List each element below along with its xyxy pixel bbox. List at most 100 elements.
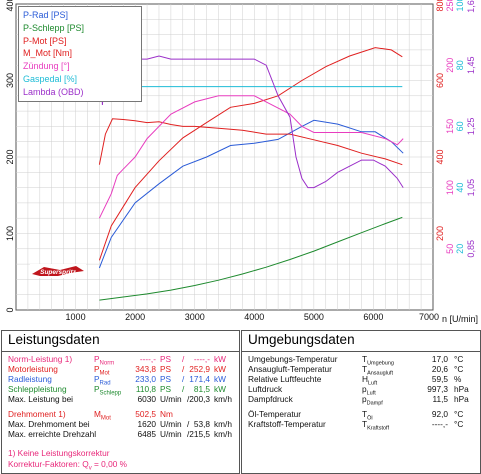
env-row-unit: hPa bbox=[454, 384, 469, 394]
env-row-unit: °C bbox=[454, 354, 464, 364]
perf-row-unit1: U/min bbox=[160, 394, 182, 404]
env-row-value: 20,6 bbox=[431, 364, 448, 374]
footnote-correction: 1) Keine Leistungskorrektur bbox=[8, 448, 110, 458]
perf-row-value1: 502,5 bbox=[135, 409, 156, 419]
footnote-factors: Korrektur-Faktoren: Qv = 0,00 % bbox=[8, 459, 127, 472]
perf-row-value2: 252,9 bbox=[189, 364, 210, 374]
right-axis-tick: 100 bbox=[455, 0, 465, 12]
legend-entry: M_Mot [Nm] bbox=[23, 48, 73, 59]
perf-row-unit2: kW bbox=[214, 354, 226, 364]
perf-row-label: Radleistung bbox=[8, 374, 52, 384]
perf-row-label: Motorleistung bbox=[8, 364, 58, 374]
perf-row-symbol: PRad bbox=[94, 374, 111, 387]
perf-row-unit1: U/min bbox=[160, 419, 182, 429]
perf-row-value1: ----,- bbox=[139, 354, 156, 364]
x-tick-label: 3000 bbox=[185, 312, 205, 322]
perf-row-unit2: kW bbox=[214, 374, 226, 384]
env-row-value: 92,0 bbox=[431, 409, 448, 419]
perf-row-value1: 6485 bbox=[137, 429, 156, 439]
legend-entry: P-Mot [PS] bbox=[23, 35, 67, 46]
env-row-symbol: HLuft bbox=[362, 374, 378, 387]
series-line-1 bbox=[99, 216, 403, 301]
env-row-symbol: TUmgebung bbox=[362, 354, 394, 367]
left-axis-tick: 400 bbox=[5, 0, 15, 12]
perf-row-value2: 171,4 bbox=[189, 374, 210, 384]
env-row-symbol: TKraftstoff bbox=[362, 419, 389, 432]
perf-row-sep: / bbox=[187, 429, 190, 439]
env-row-unit: % bbox=[454, 374, 462, 384]
perf-row-value2: 53,8 bbox=[193, 419, 210, 429]
right-axis-tick: 60 bbox=[455, 121, 465, 131]
right-axis-tick: 600 bbox=[435, 73, 445, 88]
left-axis-tick: 100 bbox=[5, 226, 15, 241]
right-axis-tick: 20 bbox=[455, 244, 465, 254]
perf-row-unit1: PS bbox=[160, 384, 172, 394]
perf-row-label: Drehmoment 1) bbox=[8, 409, 66, 419]
env-row-value: ----,- bbox=[431, 419, 448, 429]
series-line-4 bbox=[98, 95, 404, 219]
env-row-symbol: TAnsaugluft bbox=[362, 364, 394, 377]
chart-legend: P-Rad [PS] P-Schlepp [PS] P-Mot [PS] M_Mot … bbox=[18, 6, 142, 102]
right-axis-tick: 1,25 bbox=[466, 118, 476, 136]
perf-row-sep: / bbox=[182, 364, 185, 374]
legend-entry: P-Rad [PS] bbox=[23, 10, 69, 20]
right-axis-tick: 40 bbox=[455, 183, 465, 193]
right-axis-tick: 200 bbox=[435, 226, 445, 241]
x-axis-label: n [U/min] bbox=[442, 314, 478, 324]
env-row-unit: °C bbox=[454, 364, 464, 374]
left-axis-tick: 200 bbox=[5, 149, 15, 164]
series-line-2 bbox=[98, 47, 403, 261]
x-tick-label: 4000 bbox=[244, 312, 264, 322]
umgebungsdaten-panel: Umgebungsdaten Umgebungs-Temperatur TUmge… bbox=[241, 330, 481, 474]
perf-row-symbol: PMot bbox=[94, 364, 110, 377]
right-axis-tick: 200 bbox=[445, 58, 455, 73]
perf-row-value1: 6030 bbox=[137, 394, 156, 404]
x-tick-label: 2000 bbox=[125, 312, 145, 322]
perf-row-symbol: PSchlepp bbox=[94, 384, 122, 397]
env-row-symbol: TÖl bbox=[362, 409, 373, 422]
perf-row-label: Max. erreichte Drehzahl bbox=[8, 429, 97, 439]
right-axis-tick: 80 bbox=[455, 60, 465, 70]
env-row-unit: °C bbox=[454, 419, 464, 429]
perf-row-unit1: U/min bbox=[160, 429, 182, 439]
perf-row-value2: 81,5 bbox=[193, 384, 210, 394]
env-row-label: Öl-Temperatur bbox=[248, 409, 302, 419]
x-tick-label: 7000 bbox=[419, 312, 439, 322]
perf-row-unit2: km/h bbox=[214, 394, 232, 404]
perf-row-unit1: PS bbox=[160, 364, 172, 374]
env-row-unit: °C bbox=[454, 409, 464, 419]
env-row-label: Kraftstoff-Temperatur bbox=[248, 419, 326, 429]
env-row-value: 17,0 bbox=[431, 354, 448, 364]
x-tick-label: 1000 bbox=[66, 312, 86, 322]
perf-row-label: Max. Drehmoment bei bbox=[8, 419, 90, 429]
series-line-3 bbox=[98, 118, 403, 166]
perf-row-label: Schleppleistung bbox=[8, 384, 67, 394]
right-axis-tick: 800 bbox=[435, 0, 445, 12]
right-axis-tick: 0,85 bbox=[466, 240, 476, 258]
right-axis-tick: 1,45 bbox=[466, 56, 476, 74]
perf-row-value2: ----,- bbox=[193, 354, 210, 364]
env-row-value: 59,5 bbox=[431, 374, 448, 384]
perf-row-unit1: PS bbox=[160, 374, 172, 384]
perf-row-value1: 233,0 bbox=[135, 374, 156, 384]
perf-row-unit2: km/h bbox=[214, 429, 232, 439]
perf-row-sep: / bbox=[182, 354, 185, 364]
legend-entry: Zündung [°] bbox=[23, 61, 70, 72]
perf-row-symbol: PNorm bbox=[94, 354, 115, 367]
right-axis-tick: 150 bbox=[445, 119, 455, 134]
left-axis-tick: 300 bbox=[5, 73, 15, 88]
perf-row-value1: 1620 bbox=[137, 419, 156, 429]
superspritz-logo: Superspritz bbox=[30, 264, 86, 278]
leistungsdaten-panel: Leistungsdaten Norm-Leistung 1) PNorm ----… bbox=[1, 330, 240, 474]
env-row-symbol: pLuft bbox=[362, 384, 376, 397]
env-row-label: Umgebungs-Temperatur bbox=[248, 354, 338, 364]
env-row-label: Ansaugluft-Temperatur bbox=[248, 364, 332, 374]
right-axis-tick: 100 bbox=[445, 180, 455, 195]
umgebungsdaten-title: Umgebungsdaten bbox=[248, 332, 355, 347]
env-row-unit: hPa bbox=[454, 394, 469, 404]
perf-row-unit2: km/h bbox=[214, 419, 232, 429]
legend-entry: Gaspedal [%] bbox=[23, 73, 78, 84]
right-axis-tick: 400 bbox=[435, 149, 445, 164]
env-row-label: Relative Luftfeuchte bbox=[248, 374, 322, 384]
legend-entry: Lambda (OBD) bbox=[23, 86, 84, 97]
